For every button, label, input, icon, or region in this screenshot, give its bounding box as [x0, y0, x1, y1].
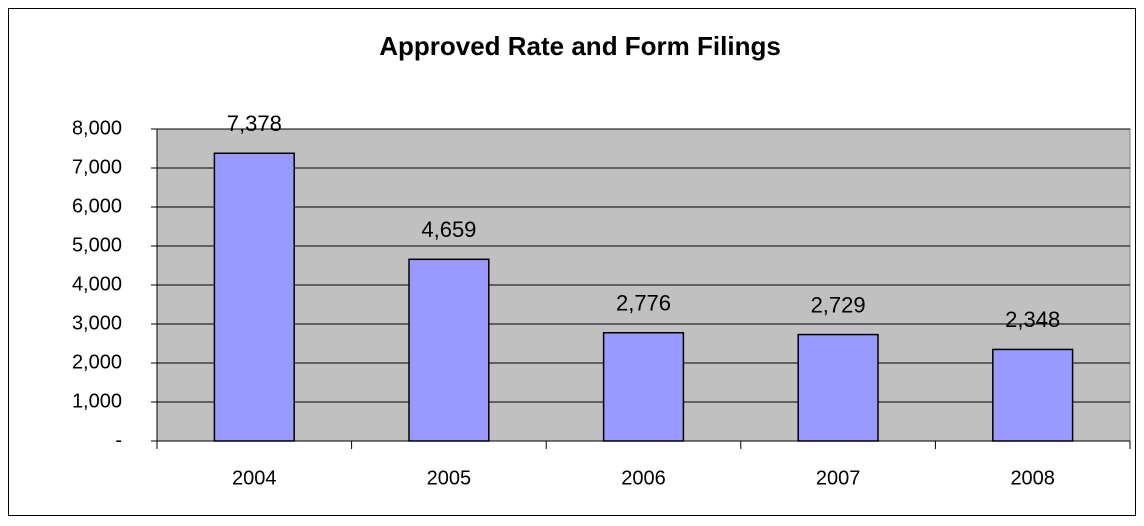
x-tick-label: 2006 [621, 467, 666, 489]
data-label: 4,659 [421, 217, 476, 242]
x-tick-label: 2007 [816, 467, 861, 489]
x-tick-label: 2004 [232, 467, 277, 489]
y-tick-label: 1,000 [72, 390, 122, 412]
y-tick-label: - [115, 429, 122, 451]
y-tick-label: 6,000 [72, 195, 122, 217]
bar [408, 258, 490, 442]
y-tick-label: 4,000 [72, 273, 122, 295]
y-tick-label: 3,000 [72, 312, 122, 334]
data-label: 7,378 [227, 111, 282, 136]
data-label: 2,729 [811, 292, 866, 317]
bar [602, 331, 685, 442]
y-tick-label: 7,000 [72, 156, 122, 178]
data-label: 2,348 [1005, 307, 1060, 332]
bar [992, 348, 1074, 442]
y-tick-label: 5,000 [72, 234, 122, 256]
chart-title: Approved Rate and Form Filings [379, 31, 781, 61]
bar [213, 152, 295, 442]
x-tick-label: 2008 [1010, 467, 1055, 489]
bar [797, 333, 879, 442]
x-tick-label: 2005 [427, 467, 472, 489]
y-tick-label: 2,000 [72, 351, 122, 373]
y-tick-label: 8,000 [72, 117, 122, 139]
data-label: 2,776 [616, 291, 671, 316]
